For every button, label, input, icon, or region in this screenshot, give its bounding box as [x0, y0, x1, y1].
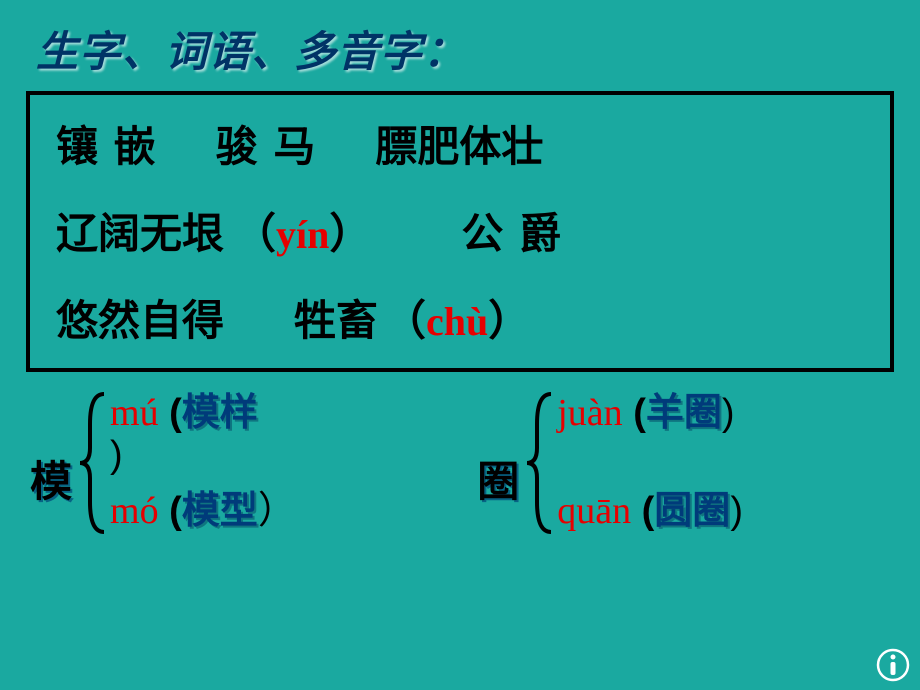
readings: juàn (羊圈) quān (圆圈)	[557, 389, 743, 537]
poly-char: 圈	[477, 448, 519, 509]
paren-close: )	[722, 392, 735, 434]
slide-title: 生字、词语、多音字：	[0, 0, 920, 85]
paren-close: ）	[329, 200, 371, 261]
poly-char: 模	[30, 448, 72, 509]
pinyin: chù	[426, 298, 488, 345]
word: 辽阔无垠	[56, 200, 224, 261]
paren-open: (	[169, 490, 182, 532]
brace-icon	[76, 388, 110, 538]
vocab-row: 镶 嵌 骏 马 膘肥体壮	[56, 113, 864, 174]
word: 羊圈	[646, 392, 722, 434]
word: 悠然自得	[56, 287, 224, 348]
paren-open: （	[384, 287, 426, 348]
pinyin: juàn	[557, 392, 622, 434]
word: 骏 马	[216, 113, 318, 174]
vocab-row: 悠然自得 牲畜 （ chù ）	[56, 287, 864, 348]
vocab-row: 辽阔无垠 （ yín ） 公 爵	[56, 200, 864, 261]
pinyin: yín	[276, 211, 329, 258]
word: 牲畜	[294, 287, 378, 348]
pinyin: quān	[557, 490, 631, 532]
readings: mú (模样) mó (模型）	[110, 389, 296, 537]
reading: mú (模样)	[110, 393, 296, 477]
info-icon[interactable]	[876, 648, 910, 682]
word: 圆圈	[654, 490, 730, 532]
polyphonic-group: 圈 juàn (羊圈) quān (圆圈)	[477, 388, 890, 538]
paren-open: (	[169, 392, 182, 434]
paren-open: (	[633, 392, 646, 434]
word: 膘肥体壮	[375, 113, 543, 174]
reading: juàn (羊圈)	[557, 393, 743, 435]
paren-open: (	[642, 490, 655, 532]
paren-close: ）	[488, 287, 530, 348]
polyphonic-section: 模 mú (模样) mó (模型） 圈 juàn (羊圈) quān	[0, 372, 920, 538]
reading: quān (圆圈)	[557, 491, 743, 533]
vocab-box: 镶 嵌 骏 马 膘肥体壮 辽阔无垠 （ yín ） 公 爵 悠然自得 牲畜 （ …	[26, 91, 894, 372]
paren-close: ）	[258, 490, 296, 532]
brace-icon	[523, 388, 557, 538]
reading: mó (模型）	[110, 491, 296, 533]
paren-open: （	[234, 200, 276, 261]
pinyin: mó	[110, 490, 159, 532]
polyphonic-group: 模 mú (模样) mó (模型）	[30, 388, 477, 538]
pinyin: mú	[110, 392, 159, 434]
word: 镶 嵌	[56, 113, 158, 174]
paren-close: )	[730, 490, 743, 532]
word: 公 爵	[461, 200, 563, 261]
word: 模样	[182, 392, 258, 434]
word: 模型	[182, 490, 258, 532]
paren-close: )	[110, 434, 123, 476]
